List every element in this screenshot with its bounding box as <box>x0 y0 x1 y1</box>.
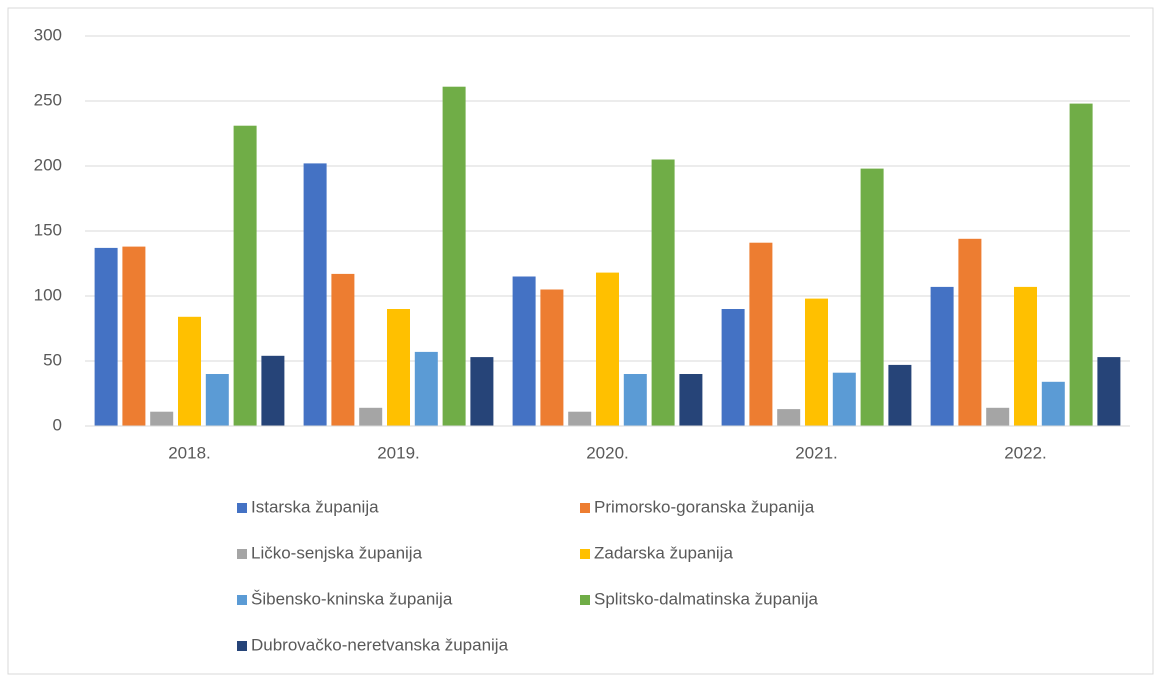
bar <box>1069 103 1093 426</box>
bar <box>777 409 801 426</box>
bar <box>623 374 647 426</box>
bar <box>387 309 410 426</box>
bar <box>303 163 327 426</box>
bar <box>359 407 383 426</box>
legend-label: Dubrovačko-neretvanska županija <box>251 635 509 654</box>
legend-swatch <box>237 595 247 605</box>
legend-label: Zadarska županija <box>594 543 733 562</box>
y-tick-label: 250 <box>34 90 62 109</box>
bar <box>150 411 174 426</box>
bar <box>205 374 229 426</box>
x-tick-label: 2018. <box>168 443 211 462</box>
x-tick-label: 2019. <box>377 443 420 462</box>
x-tick-label: 2022. <box>1004 443 1047 462</box>
x-tick-label: 2021. <box>795 443 838 462</box>
bar <box>178 316 201 426</box>
bar <box>233 125 257 426</box>
bar <box>442 86 466 426</box>
bar <box>860 168 884 426</box>
bar <box>331 273 355 426</box>
bar <box>568 411 592 426</box>
bar <box>721 309 745 426</box>
bar <box>261 355 285 426</box>
bar <box>414 351 438 426</box>
bar <box>540 289 564 426</box>
bar <box>832 372 856 426</box>
bar <box>749 242 773 426</box>
bar <box>596 272 619 426</box>
legend-swatch <box>580 549 590 559</box>
y-tick-label: 0 <box>53 415 62 434</box>
bar <box>122 246 146 426</box>
legend-swatch <box>237 503 247 513</box>
legend-label: Primorsko-goranska županija <box>594 497 815 516</box>
y-tick-label: 300 <box>34 25 62 44</box>
legend-label: Splitsko-dalmatinska županija <box>594 589 818 608</box>
bar <box>679 374 703 426</box>
bar <box>1014 286 1037 426</box>
bar <box>94 247 118 426</box>
bar <box>805 298 828 426</box>
bar <box>930 286 954 426</box>
bar <box>512 276 536 426</box>
bar <box>1097 357 1121 426</box>
legend-swatch <box>237 641 247 651</box>
bar <box>470 357 494 426</box>
legend-swatch <box>237 549 247 559</box>
bar <box>986 407 1010 426</box>
legend-label: Ličko-senjska županija <box>251 543 423 562</box>
y-tick-label: 100 <box>34 285 62 304</box>
legend-label: Istarska županija <box>251 497 379 516</box>
legend-swatch <box>580 503 590 513</box>
y-tick-label: 50 <box>43 350 62 369</box>
y-tick-label: 200 <box>34 155 62 174</box>
legend-swatch <box>580 595 590 605</box>
x-tick-label: 2020. <box>586 443 629 462</box>
bar <box>958 238 982 426</box>
bar <box>1041 381 1065 426</box>
legend-label: Šibensko-kninska županija <box>251 589 453 608</box>
bar <box>651 159 675 426</box>
chart-border <box>7 7 1154 675</box>
bar <box>888 364 912 426</box>
y-tick-label: 150 <box>34 220 62 239</box>
